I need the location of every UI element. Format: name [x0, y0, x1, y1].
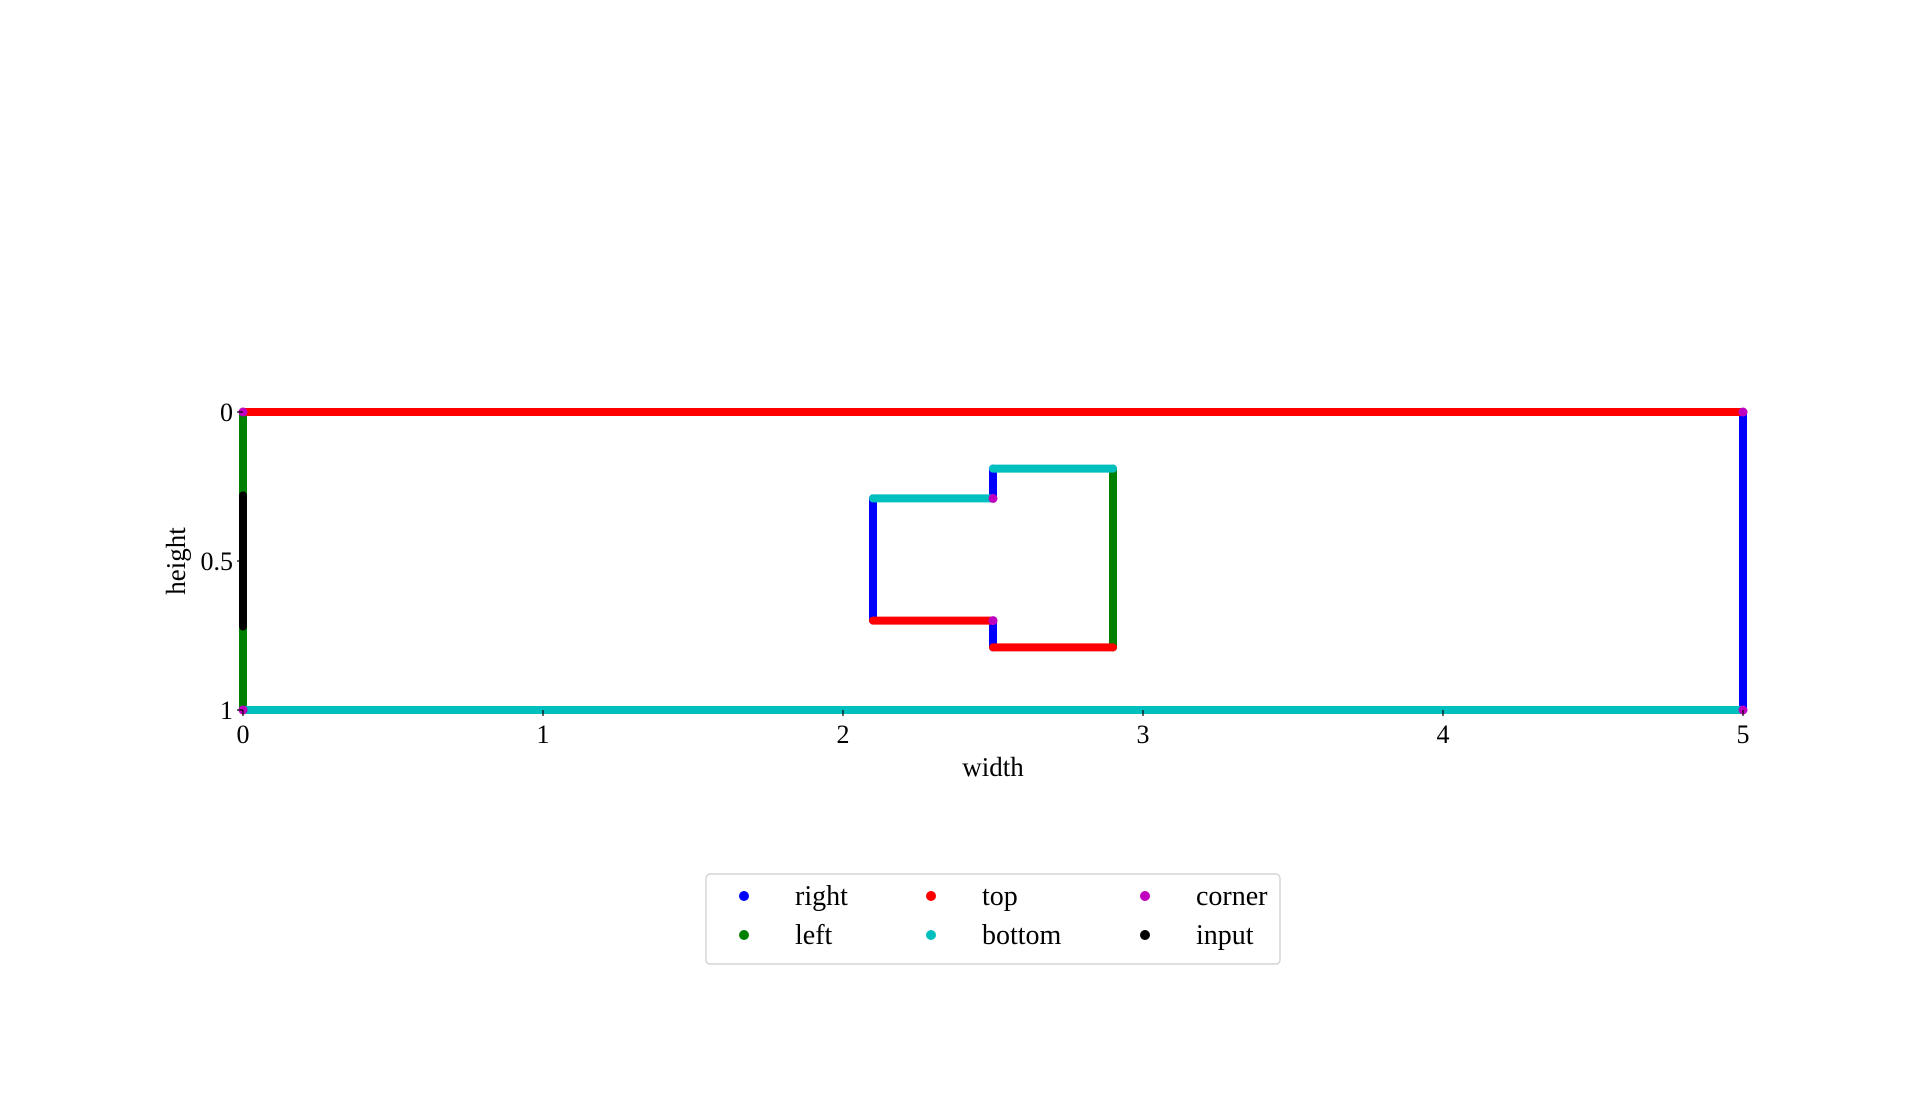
- legend-label-top: top: [982, 881, 1018, 912]
- plot-area: [238, 407, 1748, 715]
- x-tick-label: 0: [237, 720, 250, 749]
- legend-marker-top: [926, 891, 936, 901]
- y-axis-ticks: 00.51: [201, 398, 243, 725]
- x-tick-label: 5: [1737, 720, 1750, 749]
- legend-marker-left: [739, 930, 749, 940]
- series-top: [239, 408, 1747, 652]
- legend-marker-corner: [1140, 891, 1150, 901]
- legend: right left top bottom corner input: [705, 873, 1281, 965]
- x-axis-label: width: [962, 752, 1024, 782]
- legend-label-corner: corner: [1196, 881, 1268, 912]
- y-tick-label: 0: [220, 398, 233, 427]
- legend-marker-right: [739, 891, 749, 901]
- legend-label-left: left: [795, 920, 833, 951]
- x-tick-label: 3: [1137, 720, 1150, 749]
- x-axis-ticks: 0 1 2 3 4 5: [237, 710, 1750, 749]
- y-tick-label: 0.5: [201, 547, 234, 576]
- legend-label-bottom: bottom: [982, 920, 1062, 951]
- x-tick-label: 1: [537, 720, 550, 749]
- series-right: [869, 408, 1747, 714]
- legend-marker-input: [1140, 930, 1150, 940]
- legend-label-input: input: [1196, 920, 1254, 951]
- x-tick-label: 2: [837, 720, 850, 749]
- x-tick-label: 4: [1437, 720, 1450, 749]
- legend-label-right: right: [795, 881, 848, 912]
- series-corner: [238, 407, 1748, 715]
- y-axis-label: height: [161, 527, 191, 595]
- corner-point: [1738, 407, 1748, 417]
- legend-frame: [705, 873, 1281, 965]
- corner-point: [988, 493, 998, 503]
- series-bottom: [239, 464, 1747, 714]
- corner-point: [988, 616, 998, 626]
- legend-marker-bottom: [926, 930, 936, 940]
- y-tick-label: 1: [220, 696, 233, 725]
- series-left: [239, 408, 1117, 714]
